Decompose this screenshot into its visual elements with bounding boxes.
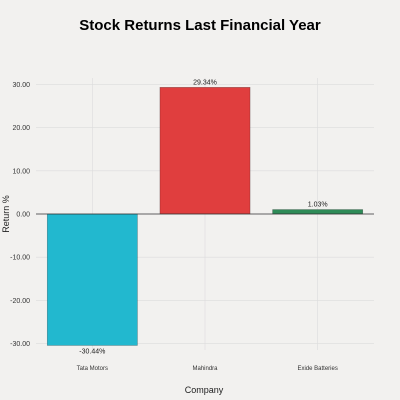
chart-title: Stock Returns Last Financial Year bbox=[79, 17, 321, 34]
x-tick-label: Exide Batteries bbox=[297, 366, 337, 372]
y-axis-ticks: -30.00 -20.00 -10.00 0.00 10.00 20.00 30.00 bbox=[10, 82, 30, 348]
x-axis-label: Company bbox=[185, 385, 224, 395]
y-tick-label: 30.00 bbox=[12, 82, 30, 89]
y-tick-label: -20.00 bbox=[10, 298, 30, 305]
y-axis-label: Return % bbox=[1, 195, 11, 233]
y-tick-label: -10.00 bbox=[10, 255, 30, 262]
x-tick-label: Mahindra bbox=[192, 366, 218, 372]
x-axis-ticks: Tata Motors Mahindra Exide Batteries bbox=[77, 366, 338, 372]
bar-tata-motors bbox=[46, 213, 138, 346]
bar-value-label: 1.03% bbox=[308, 202, 328, 209]
bar-exide-batteries bbox=[272, 209, 364, 215]
y-tick-label: -30.00 bbox=[10, 341, 30, 348]
bar-value-label: 29.34% bbox=[193, 79, 217, 86]
data-labels: -30.44% 29.34% 1.03% bbox=[79, 79, 327, 355]
bar-value-label: -30.44% bbox=[79, 348, 105, 355]
y-tick-label: 0.00 bbox=[16, 212, 30, 219]
bars bbox=[46, 87, 364, 346]
x-tick-label: Tata Motors bbox=[77, 366, 108, 372]
bar-mahindra bbox=[159, 87, 251, 215]
y-tick-label: 10.00 bbox=[12, 168, 30, 175]
y-tick-label: 20.00 bbox=[12, 125, 30, 132]
